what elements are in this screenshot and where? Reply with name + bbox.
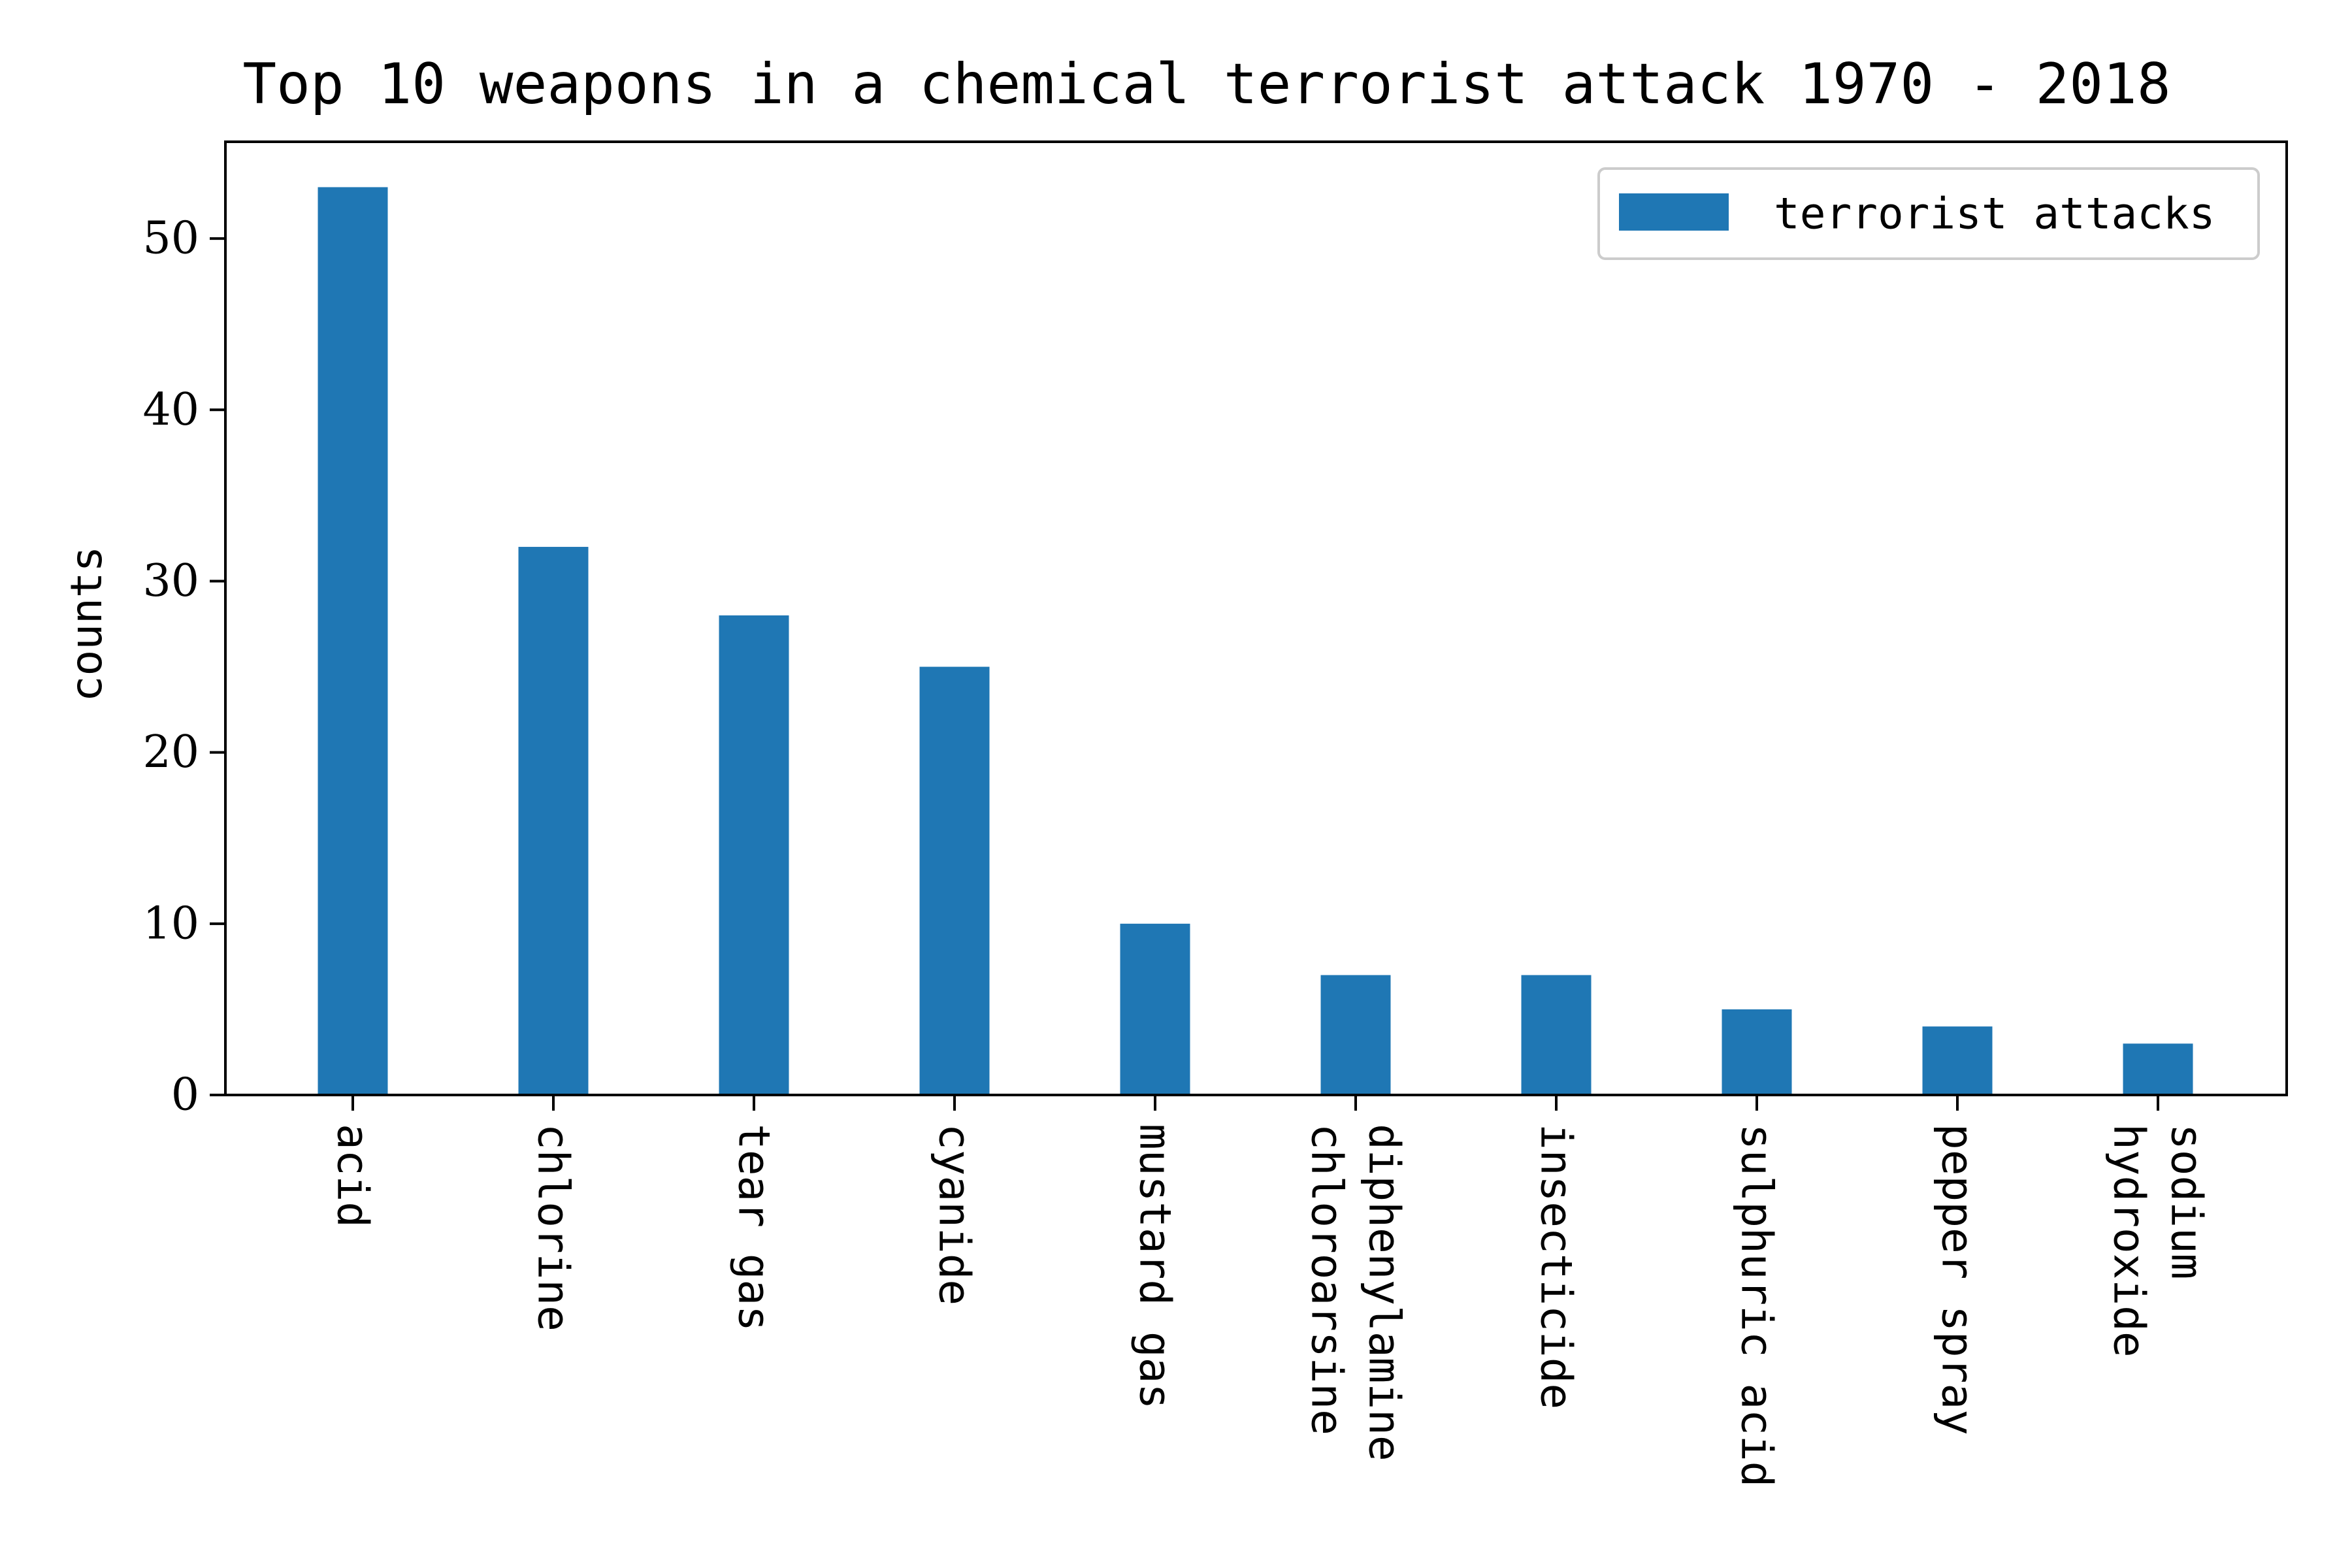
bar-6 xyxy=(1521,975,1592,1095)
x-tick-label-5-line-0: diphenylamine xyxy=(1360,1124,1410,1462)
bar-9 xyxy=(2123,1043,2193,1095)
legend: terrorist attacks xyxy=(1597,167,2260,260)
x-tick-label-6: insecticide xyxy=(1531,1124,1582,1409)
bar-5 xyxy=(1320,975,1391,1095)
x-tick-label-1: chlorine xyxy=(529,1124,579,1331)
y-tick-label-1: 10 xyxy=(142,898,199,949)
x-tick-label-5-line-1: chloroarsine xyxy=(1302,1124,1352,1435)
y-tick-label-4: 40 xyxy=(142,384,199,436)
x-tick-label-2: tear gas xyxy=(729,1124,779,1331)
bar-0 xyxy=(318,187,388,1095)
bar-7 xyxy=(1722,1009,1792,1095)
x-tick-label-0: acid xyxy=(328,1124,378,1228)
x-axis: acid chlorine tear gas cyanide mustard gas di… xyxy=(328,1095,2212,1487)
bar-8 xyxy=(1922,1026,1993,1095)
y-tick-label-0: 0 xyxy=(171,1070,199,1121)
bar-2 xyxy=(719,615,789,1095)
x-tick-label-9-line-0: sodium xyxy=(2162,1124,2212,1279)
x-tick-label-7: sulphuric acid xyxy=(1732,1124,1782,1487)
legend-box xyxy=(1597,167,2260,260)
y-tick-label-5: 50 xyxy=(142,213,199,265)
y-axis: 0 10 20 30 40 50 xyxy=(142,213,225,1121)
bars-group xyxy=(318,187,2193,1095)
legend-label: terrorist attacks xyxy=(1774,189,2215,239)
plot-frame xyxy=(224,140,2288,1096)
y-tick-label-2: 20 xyxy=(142,727,199,778)
y-axis-label: counts xyxy=(61,546,112,702)
x-tick-label-9-line-1: hydroxide xyxy=(2104,1124,2155,1358)
chart-title: Top 10 weapons in a chemical terrorist a… xyxy=(242,52,2170,117)
y-tick-label-3: 30 xyxy=(142,555,199,607)
x-tick-label-8: pepper spray xyxy=(1933,1124,1983,1435)
bar-3 xyxy=(919,666,990,1095)
legend-swatch xyxy=(1619,193,1729,231)
bar-1 xyxy=(518,547,589,1095)
x-tick-label-3: cyanide xyxy=(930,1124,980,1305)
bar-4 xyxy=(1120,923,1190,1095)
x-tick-label-4: mustard gas xyxy=(1130,1124,1181,1409)
